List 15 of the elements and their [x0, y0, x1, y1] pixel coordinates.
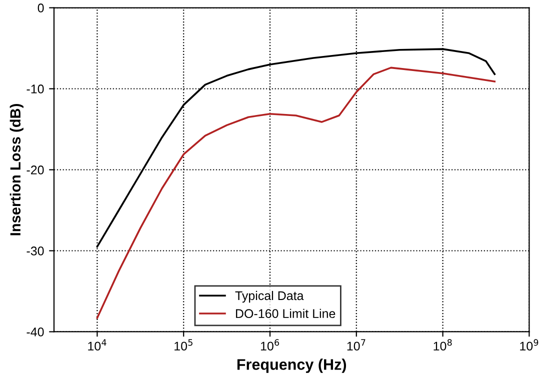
y-tick-label: 0 [38, 4, 44, 12]
y-axis-title: Insertion Loss (dB) [10, 104, 24, 236]
x-tick-label: 10$^{8}$ [434, 339, 452, 351]
x-tick-label: 10$^{6}$ [260, 339, 280, 351]
y-tick-label: -20 [26, 166, 44, 174]
legend-label: DO-160 Limit Line [236, 308, 336, 318]
x-tick-label: 10$^{5}$ [174, 339, 192, 351]
x-tick-label: 10$^{9}$ [520, 339, 538, 351]
legend-label: Typical Data [235, 290, 304, 303]
y-tick-label: -10 [26, 84, 44, 94]
x-axis-title: Frequency (Hz) [237, 358, 346, 373]
y-tick-label: -30 [26, 246, 44, 256]
x-tick-label: 10$^{7}$ [347, 339, 366, 351]
y-tick-label: -40 [26, 328, 44, 336]
x-tick-label: 10$^{4}$ [88, 339, 106, 351]
